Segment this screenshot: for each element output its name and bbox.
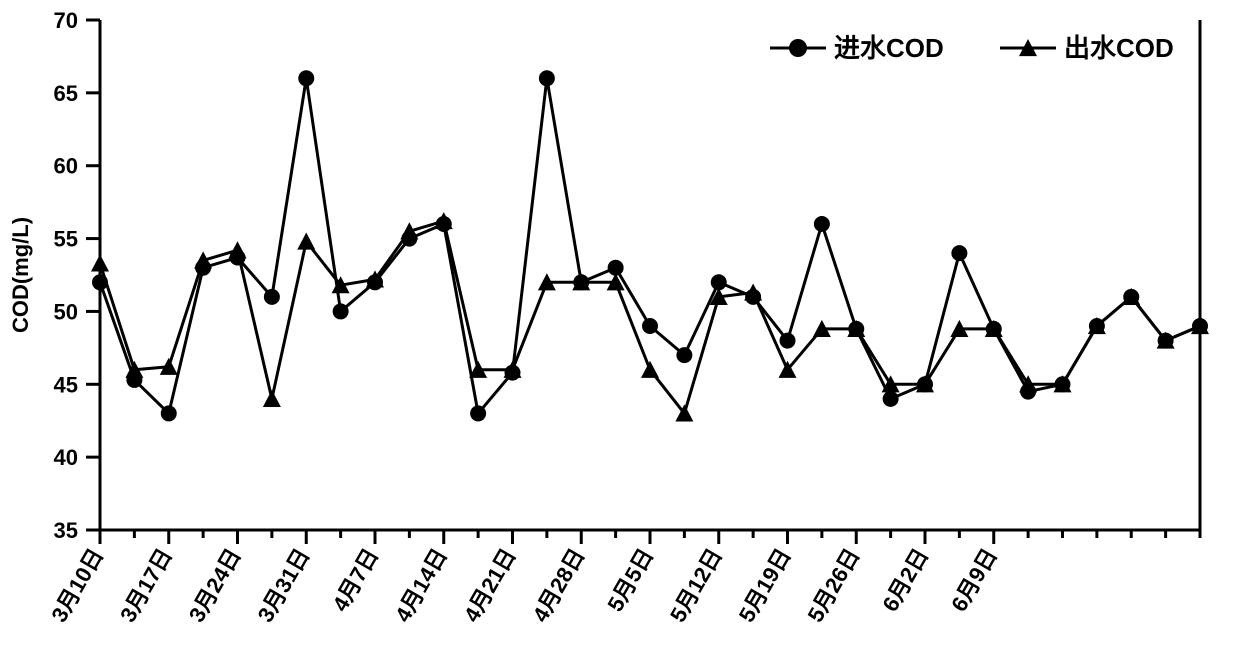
svg-text:3月31日: 3月31日 (253, 544, 315, 626)
svg-text:3月10日: 3月10日 (46, 544, 108, 626)
svg-text:进水COD: 进水COD (834, 33, 944, 63)
svg-text:3月17日: 3月17日 (115, 544, 177, 626)
svg-text:COD(mg/L): COD(mg/L) (8, 217, 33, 333)
svg-text:70: 70 (54, 8, 78, 33)
svg-text:60: 60 (54, 154, 78, 179)
svg-text:40: 40 (54, 445, 78, 470)
svg-text:6月2日: 6月2日 (877, 544, 933, 616)
svg-text:4月28日: 4月28日 (528, 544, 590, 626)
chart-container: 35 40 45 50 55 60 65 70 COD(mg/L) 3月10日3月17日3月24日… (0, 0, 1240, 660)
svg-text:4月21日: 4月21日 (459, 544, 521, 626)
cod-line-chart: 35 40 45 50 55 60 65 70 COD(mg/L) 3月10日3月17日3月24日… (0, 0, 1240, 660)
svg-text:45: 45 (54, 372, 78, 397)
svg-text:4月14日: 4月14日 (390, 544, 452, 626)
svg-text:3月24日: 3月24日 (184, 544, 246, 626)
svg-text:50: 50 (54, 299, 78, 324)
svg-text:4月7日: 4月7日 (327, 544, 383, 616)
svg-text:5月12日: 5月12日 (665, 544, 727, 626)
svg-text:5月19日: 5月19日 (734, 544, 796, 626)
svg-text:出水COD: 出水COD (1064, 33, 1174, 63)
svg-text:5月26日: 5月26日 (803, 544, 865, 626)
svg-text:55: 55 (54, 227, 78, 252)
svg-text:6月9日: 6月9日 (946, 544, 1002, 616)
svg-text:65: 65 (54, 81, 78, 106)
svg-text:5月5日: 5月5日 (602, 544, 658, 616)
svg-text:35: 35 (54, 518, 78, 543)
